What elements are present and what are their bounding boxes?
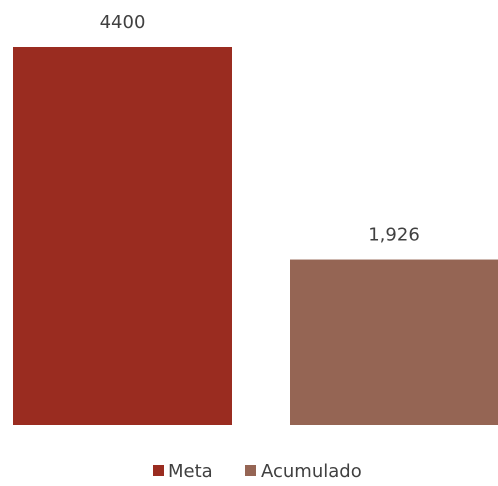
- bar-acumulado: [290, 259, 498, 425]
- legend-swatch-acumulado: [245, 465, 256, 476]
- bar-meta: [13, 47, 232, 425]
- data-label-meta: 4400: [100, 12, 146, 33]
- legend-swatch-meta: [153, 465, 164, 476]
- data-label-acumulado: 1,926: [368, 225, 420, 246]
- legend-label-acumulado: Acumulado: [261, 461, 362, 482]
- legend-label-meta: Meta: [168, 461, 213, 482]
